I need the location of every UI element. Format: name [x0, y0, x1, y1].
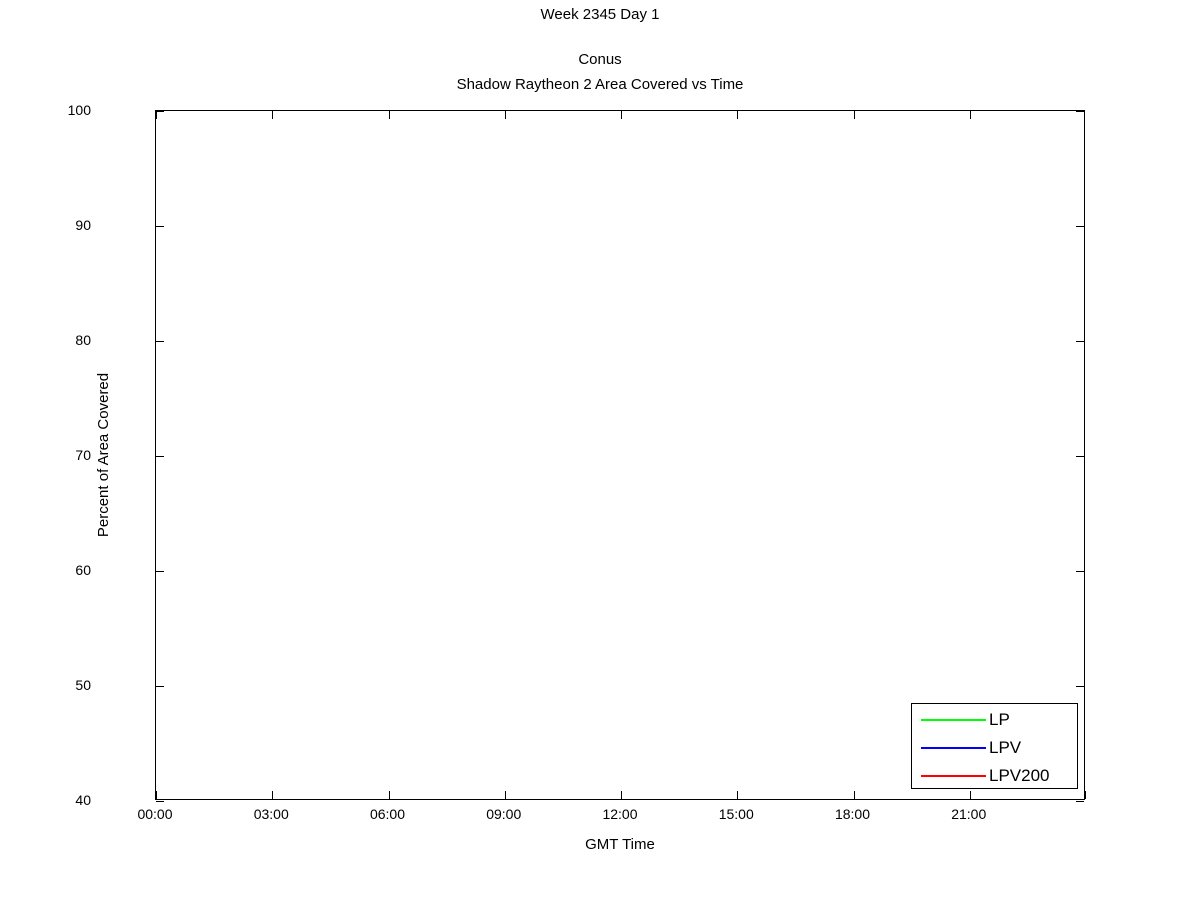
legend-entry[interactable]: LPV200 [912, 762, 1077, 790]
chart-legend: LP LPV LPV200 [911, 703, 1078, 789]
y-tick-label: 100 [67, 102, 91, 118]
legend-entry[interactable]: LPV [912, 734, 1077, 762]
y-tick-mark-right [1076, 801, 1084, 802]
y-tick-mark-right [1076, 341, 1084, 342]
x-tick-mark-top [272, 111, 274, 119]
figure-main-title: Week 2345 Day 1 [540, 6, 660, 23]
x-tick-label: 09:00 [486, 806, 522, 822]
x-tick-label: 00:00 [137, 806, 173, 822]
figure-subtitle-description: Shadow Raytheon 2 Area Covered vs Time [456, 76, 744, 93]
x-tick-label: 15:00 [718, 806, 754, 822]
y-tick-mark [156, 801, 164, 802]
y-tick-label: 70 [75, 447, 91, 463]
x-tick-label: 18:00 [834, 806, 871, 822]
x-tick-mark [1085, 791, 1086, 799]
y-tick-label: 60 [75, 562, 91, 578]
y-tick-mark-right [1076, 571, 1084, 572]
y-tick-label: 80 [75, 332, 91, 348]
x-tick-mark-top [969, 111, 971, 119]
x-axis-title: GMT Time [585, 836, 655, 853]
x-tick-mark-top [737, 111, 739, 119]
y-tick-mark [156, 341, 164, 342]
plot-area [155, 110, 1086, 802]
x-tick-label: 12:00 [602, 806, 638, 822]
x-tick-mark-top [156, 111, 157, 119]
figure-subtitle-region: Conus [578, 51, 622, 68]
y-tick-mark-right [1076, 686, 1084, 687]
y-tick-mark-right [1076, 226, 1084, 227]
x-tick-mark [621, 791, 622, 799]
y-tick-mark-right [1076, 456, 1084, 457]
legend-label: LPV [989, 738, 1022, 757]
y-tick-label: 40 [75, 792, 91, 808]
legend-entry[interactable]: LP [912, 706, 1077, 734]
x-tick-mark [504, 791, 506, 799]
x-tick-label: 06:00 [369, 806, 406, 822]
x-tick-mark [969, 791, 971, 799]
x-tick-mark [388, 791, 390, 799]
y-tick-mark [156, 111, 164, 112]
x-tick-mark [272, 791, 274, 799]
legend-line-swatch [921, 775, 986, 777]
y-tick-mark [156, 456, 164, 457]
legend-line-swatch [921, 719, 986, 721]
x-tick-mark-top [621, 111, 622, 119]
x-tick-mark-top [388, 111, 390, 119]
legend-label: LP [989, 710, 1010, 729]
y-tick-mark-right [1076, 111, 1084, 112]
x-tick-mark-top [504, 111, 506, 119]
y-tick-mark [156, 226, 164, 227]
x-tick-mark [156, 791, 157, 799]
y-tick-mark [156, 571, 164, 572]
y-axis-title: Percent of Area Covered [95, 372, 112, 538]
x-tick-mark-top [853, 111, 855, 119]
x-tick-mark [853, 791, 855, 799]
x-tick-label: 21:00 [951, 806, 987, 822]
y-tick-label: 50 [75, 677, 91, 693]
x-tick-label: 03:00 [253, 806, 289, 822]
y-tick-label: 90 [75, 217, 91, 233]
y-tick-mark [156, 686, 164, 687]
legend-label: LPV200 [989, 766, 1050, 785]
x-tick-mark [737, 791, 739, 799]
legend-line-swatch [921, 747, 986, 749]
plot-data-layer [156, 111, 1084, 799]
